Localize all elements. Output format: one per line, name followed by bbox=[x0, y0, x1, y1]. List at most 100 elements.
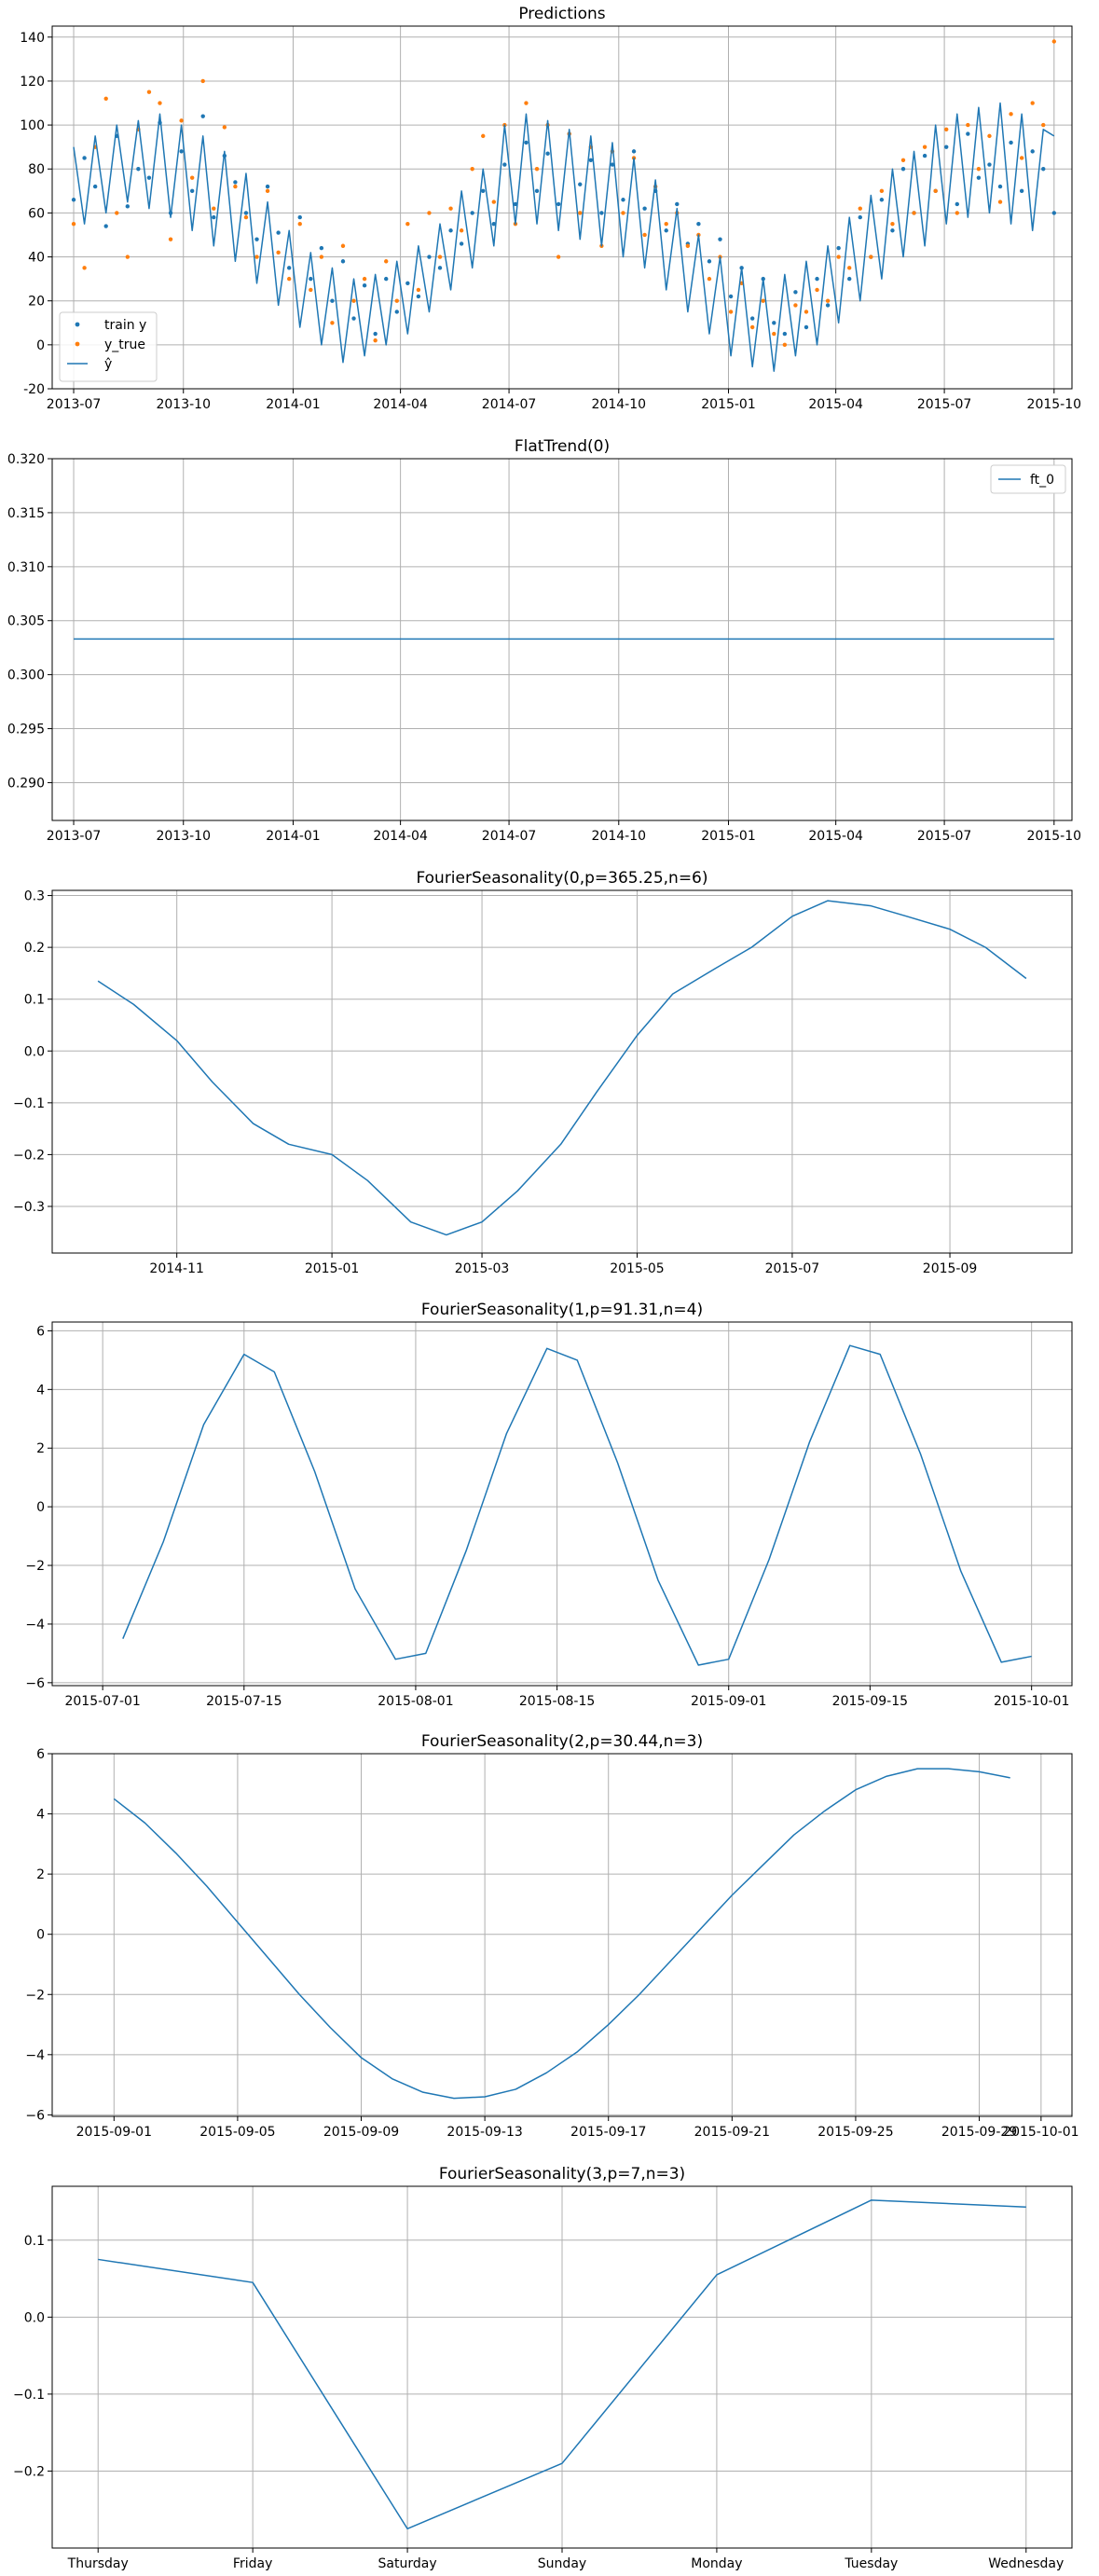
scatter-point bbox=[621, 198, 625, 202]
scatter-point bbox=[966, 131, 970, 136]
x-tick-label: 2014-11 bbox=[149, 1261, 204, 1276]
scatter-point bbox=[707, 259, 712, 264]
y-tick-label: −6 bbox=[25, 1676, 45, 1691]
scatter-point bbox=[685, 243, 691, 248]
x-tick-label: 2015-09-01 bbox=[76, 2125, 152, 2140]
scatter-point bbox=[1019, 188, 1024, 194]
scatter-point bbox=[534, 167, 540, 172]
scatter-point bbox=[997, 184, 1003, 189]
scatter-point bbox=[297, 214, 302, 220]
x-tick-label: 2015-09-15 bbox=[832, 1694, 908, 1709]
chart-title: FourierSeasonality(3,p=7,n=3) bbox=[439, 2165, 685, 2183]
scatter-point bbox=[179, 149, 184, 154]
scatter-point bbox=[815, 287, 819, 293]
scatter-point bbox=[243, 211, 249, 215]
x-tick-label: 2014-07 bbox=[482, 397, 537, 412]
scatter-point bbox=[578, 182, 583, 186]
scatter-point bbox=[470, 167, 474, 172]
scatter-point bbox=[330, 298, 335, 303]
y-tick-label: 0 bbox=[36, 1500, 45, 1515]
legend-label: ŷ bbox=[104, 357, 112, 372]
chart-panel: 2013-07 2013-10 2014-01 2014-04 2014-07 2014-… bbox=[20, 5, 1081, 412]
scatter-point bbox=[782, 342, 788, 348]
scatter-point bbox=[966, 122, 970, 128]
scatter-point bbox=[772, 331, 776, 337]
scatter-point bbox=[189, 188, 195, 194]
scatter-point bbox=[115, 211, 119, 215]
scatter-point bbox=[513, 201, 518, 207]
scatter-point bbox=[416, 294, 421, 299]
grid-lines bbox=[52, 26, 1072, 390]
scatter-point bbox=[1041, 122, 1046, 128]
scatter-point bbox=[728, 294, 734, 299]
x-tick-label: 2015-09 bbox=[923, 1261, 978, 1276]
scatter-point bbox=[330, 321, 335, 325]
scatter-point bbox=[92, 184, 98, 189]
scatter-point bbox=[179, 118, 184, 123]
scatter-point bbox=[900, 167, 906, 172]
y-tick-label: 4 bbox=[36, 1808, 45, 1823]
y-tick-label: 0.0 bbox=[24, 1044, 45, 1059]
x-tick-label: 2015-10 bbox=[1027, 397, 1082, 412]
x-tick-label: 2015-04 bbox=[808, 397, 863, 412]
y-tick-label: 0.305 bbox=[7, 614, 45, 629]
y-tick-label: −4 bbox=[25, 1618, 45, 1632]
legend-marker bbox=[75, 322, 80, 327]
x-tick-label: 2015-07-15 bbox=[206, 1694, 282, 1709]
scatter-point bbox=[1009, 140, 1013, 145]
legend: ft_0 bbox=[990, 464, 1066, 494]
scatter-point bbox=[718, 237, 722, 241]
scatter-point bbox=[448, 206, 453, 211]
series-line bbox=[122, 1344, 1032, 1666]
axes-frame bbox=[51, 458, 1073, 821]
scatter-point bbox=[286, 266, 292, 270]
y-tick-label: 0.1 bbox=[24, 2234, 45, 2249]
scatter-point bbox=[394, 310, 399, 314]
scatter-point bbox=[987, 162, 992, 167]
scatter-point bbox=[82, 156, 87, 160]
scatter-point bbox=[976, 167, 982, 172]
x-tick-label: 2015-03 bbox=[455, 1261, 510, 1276]
x-tick-label: 2014-01 bbox=[266, 829, 321, 844]
scatter-point bbox=[664, 228, 668, 233]
scatter-point bbox=[642, 206, 647, 211]
x-tick-label: Thursday bbox=[67, 2556, 129, 2571]
scatter-point bbox=[276, 250, 281, 255]
x-tick-label: 2015-10-01 bbox=[994, 1694, 1069, 1709]
scatter-point bbox=[772, 321, 776, 325]
y-tick-label: 0.290 bbox=[7, 776, 45, 791]
scatter-point bbox=[405, 281, 410, 286]
scatter-point bbox=[394, 298, 399, 303]
scatter-point bbox=[265, 184, 270, 189]
scatter-point bbox=[1051, 39, 1057, 44]
scatter-point bbox=[545, 151, 550, 156]
scatter-point bbox=[933, 188, 938, 194]
scatter-point bbox=[373, 337, 378, 343]
x-tick-label: 2013-10 bbox=[156, 829, 211, 844]
y-tick-label: 2 bbox=[36, 1867, 45, 1882]
scatter-point bbox=[578, 211, 583, 215]
x-tick-label: 2015-09-17 bbox=[570, 2125, 646, 2140]
scatter-point bbox=[373, 331, 378, 337]
scatter-point bbox=[707, 276, 712, 282]
scatter-point bbox=[427, 211, 432, 215]
x-tick-label: 2014-04 bbox=[373, 829, 428, 844]
y-tick-label: 6 bbox=[36, 1324, 45, 1339]
y-tick-label: 0.310 bbox=[7, 560, 45, 575]
scatter-point bbox=[836, 255, 841, 259]
x-tick-label: 2015-01 bbox=[701, 829, 756, 844]
scatter-point bbox=[621, 211, 625, 215]
x-tick-label: 2015-07-01 bbox=[64, 1694, 140, 1709]
x-tick-label: 2015-07 bbox=[917, 397, 972, 412]
x-tick-label: 2015-07 bbox=[765, 1261, 820, 1276]
y-tick-label: 0.2 bbox=[24, 941, 45, 956]
scatter-point bbox=[534, 188, 540, 194]
scatter-point bbox=[71, 221, 76, 227]
grid-lines bbox=[52, 2186, 1072, 2548]
scatter-point bbox=[664, 221, 668, 227]
scatter-point bbox=[879, 188, 885, 194]
legend-marker bbox=[75, 341, 80, 347]
y-tick-label: 0.300 bbox=[7, 668, 45, 683]
scatter-point bbox=[1051, 211, 1057, 215]
